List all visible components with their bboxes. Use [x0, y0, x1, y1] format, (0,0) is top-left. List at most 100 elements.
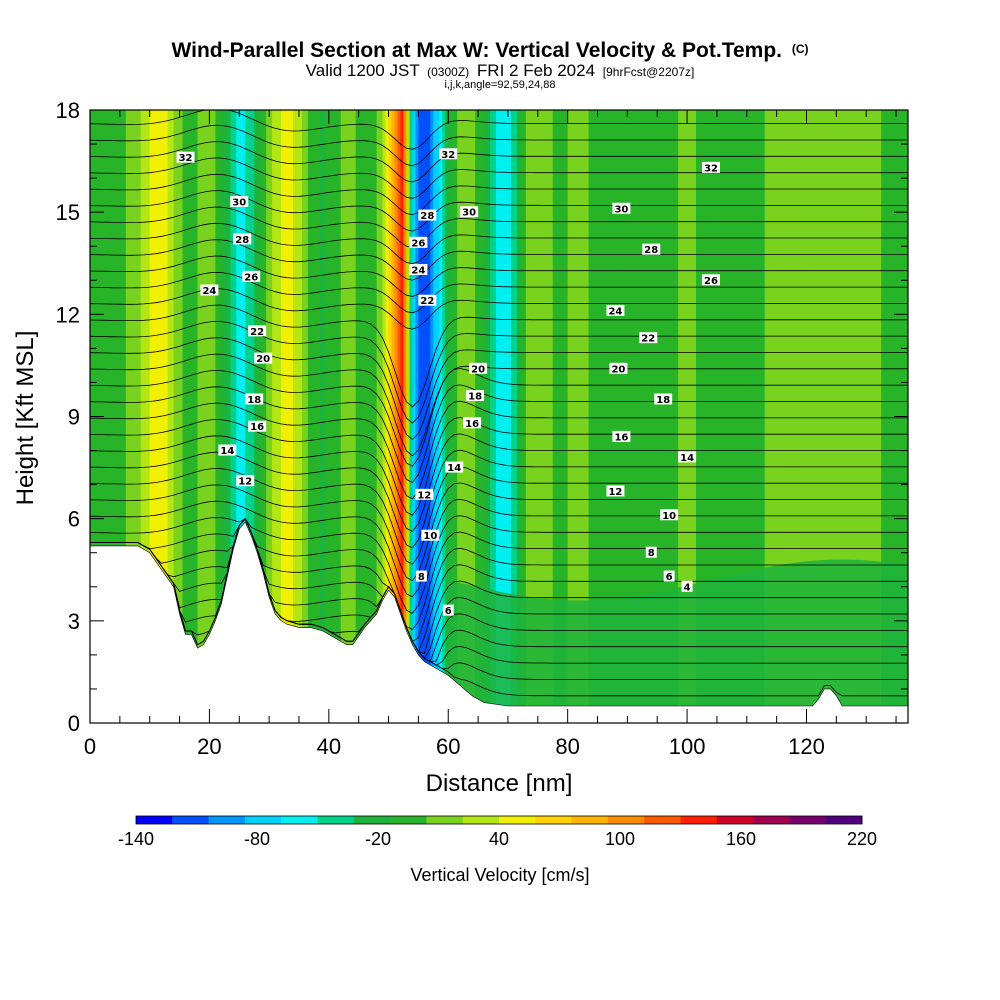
w-column	[376, 110, 381, 723]
w-column	[188, 110, 193, 723]
w-column	[770, 110, 775, 723]
contour-label-text: 24	[608, 306, 622, 317]
contour-label-8: 16	[248, 420, 267, 433]
w-column	[242, 110, 246, 723]
contour-label-text: 26	[411, 238, 425, 249]
w-column	[164, 110, 169, 723]
w-column	[531, 110, 536, 723]
w-column	[525, 110, 530, 723]
w-column	[684, 110, 688, 723]
contour-label-bg	[663, 570, 675, 582]
contour-label-text: 8	[418, 572, 425, 583]
w-column	[373, 110, 378, 723]
w-column	[481, 110, 485, 723]
w-column	[800, 110, 805, 723]
w-column	[890, 110, 894, 723]
w-column	[457, 110, 461, 723]
w-column	[212, 110, 216, 723]
w-column	[269, 110, 273, 723]
y-tick-label: 0	[68, 711, 80, 736]
contour-label-text: 28	[420, 211, 434, 222]
w-column	[690, 110, 694, 723]
w-column	[758, 110, 763, 723]
contour-label-bg	[242, 270, 261, 282]
y-tick-label: 6	[68, 507, 80, 532]
w-column	[549, 110, 554, 723]
w-column	[645, 110, 649, 723]
contour-label-bg	[701, 274, 720, 286]
w-column	[702, 110, 706, 723]
contour-label-12: 30	[460, 206, 479, 219]
w-column	[621, 110, 625, 723]
w-column	[594, 110, 599, 723]
colorbar-swatch	[281, 816, 318, 824]
contour-label-39: 4	[681, 580, 693, 593]
w-column	[215, 110, 219, 723]
w-column	[675, 110, 679, 723]
terrain-mask	[90, 521, 908, 723]
w-column	[293, 110, 297, 723]
w-column	[382, 110, 387, 723]
w-column	[313, 110, 318, 723]
w-column	[451, 110, 455, 723]
w-column	[263, 110, 267, 723]
w-column	[403, 110, 408, 723]
contour-label-9: 14	[218, 444, 237, 457]
theta-contour	[90, 239, 908, 281]
w-column	[552, 110, 557, 723]
contour-label-text: 26	[704, 276, 718, 287]
contour-label-text: 20	[611, 364, 625, 375]
y-axis-title: Height [Kft MSL]	[12, 331, 39, 506]
w-column	[624, 110, 628, 723]
w-column	[564, 110, 569, 723]
w-column	[424, 110, 428, 723]
contour-label-text: 10	[423, 531, 437, 542]
contour-label-28: 26	[701, 274, 720, 287]
w-column	[337, 110, 342, 723]
w-column	[579, 110, 584, 723]
w-column	[785, 110, 790, 723]
theta-contour	[90, 466, 908, 565]
w-column	[185, 110, 190, 723]
w-column	[722, 110, 727, 723]
w-column	[176, 110, 181, 723]
theta-contour	[90, 190, 908, 232]
w-column	[427, 110, 431, 723]
theta-contour	[90, 124, 908, 167]
w-column	[699, 110, 703, 723]
contour-label-22: 10	[421, 529, 440, 542]
contour-label-text: 10	[662, 511, 676, 522]
w-column	[546, 110, 551, 723]
w-column	[316, 110, 321, 723]
w-column	[749, 110, 754, 723]
w-column	[558, 110, 563, 723]
theta-contour	[90, 304, 908, 408]
y-tick-label: 3	[68, 609, 80, 634]
w-column	[260, 110, 264, 723]
w-column	[152, 110, 157, 723]
w-column	[161, 110, 166, 723]
w-column	[522, 110, 527, 723]
contour-label-34: 14	[678, 451, 697, 464]
contour-label-text: 6	[445, 606, 452, 617]
w-column	[119, 110, 124, 723]
w-column	[833, 110, 837, 723]
w-column	[734, 110, 739, 723]
w-column	[743, 110, 748, 723]
valid-time-line: Valid 1200 JST (0300Z) FRI 2 Feb 2024 [9…	[306, 61, 695, 80]
theta-contour	[90, 206, 908, 248]
w-column	[454, 110, 458, 723]
w-column	[857, 110, 861, 723]
colorbar-swatch	[535, 816, 572, 824]
w-column	[761, 110, 766, 723]
colorbar	[135, 815, 863, 825]
w-column	[513, 110, 518, 723]
colorbar-swatch	[716, 816, 754, 824]
colorbar-swatch	[426, 816, 463, 824]
contour-label-14: 26	[409, 236, 428, 249]
contour-label-bg	[418, 294, 437, 306]
w-column	[728, 110, 733, 723]
colorbar-swatch	[244, 816, 282, 824]
w-column	[284, 110, 288, 723]
w-column	[227, 110, 231, 723]
